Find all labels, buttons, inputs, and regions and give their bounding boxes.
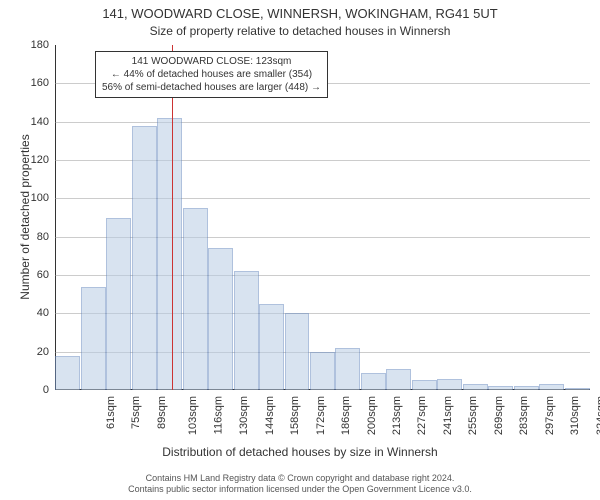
footer-line-1: Contains HM Land Registry data © Crown c… [0, 473, 600, 485]
xtick-label: 89sqm [156, 396, 168, 429]
histogram-bar [106, 218, 131, 391]
ytick-label: 120 [31, 154, 49, 166]
annotation-line-2: ← 44% of detached houses are smaller (35… [102, 68, 321, 81]
ytick-label: 20 [37, 346, 49, 358]
ytick-label: 80 [37, 231, 49, 243]
xtick-label: 227sqm [417, 396, 429, 435]
xtick-label: 269sqm [493, 396, 505, 435]
footer: Contains HM Land Registry data © Crown c… [0, 473, 600, 496]
xtick-label: 297sqm [544, 396, 556, 435]
histogram-bar [335, 348, 360, 390]
xtick-label: 158sqm [289, 396, 301, 435]
histogram-bar [412, 380, 437, 390]
histogram-bar [259, 304, 284, 390]
xtick-label: 255sqm [468, 396, 480, 435]
xtick-label: 324sqm [595, 396, 600, 435]
xtick-label: 283sqm [518, 396, 530, 435]
annotation-box: 141 WOODWARD CLOSE: 123sqm ← 44% of deta… [95, 51, 328, 98]
chart-container: 141, WOODWARD CLOSE, WINNERSH, WOKINGHAM… [0, 0, 600, 500]
histogram-bar [81, 287, 106, 391]
histogram-bar [437, 379, 462, 391]
chart-title-sub: Size of property relative to detached ho… [0, 24, 600, 38]
histogram-bar [565, 388, 590, 390]
xtick-label: 200sqm [366, 396, 378, 435]
xtick-label: 116sqm [212, 396, 224, 434]
xtick-label: 172sqm [315, 396, 327, 435]
histogram-bar [539, 384, 564, 390]
annotation-line-1: 141 WOODWARD CLOSE: 123sqm [102, 55, 321, 68]
ytick-label: 0 [43, 384, 49, 396]
ytick-label: 40 [37, 307, 49, 319]
ytick-label: 140 [31, 116, 49, 128]
histogram-bar [463, 384, 488, 390]
histogram-bar [361, 373, 386, 390]
histogram-bar [183, 208, 208, 390]
histogram-bar [208, 248, 233, 390]
ytick-label: 100 [31, 192, 49, 204]
histogram-bar [234, 271, 259, 390]
xtick-label: 103sqm [187, 396, 199, 435]
histogram-bar [285, 313, 310, 390]
grid-line [55, 122, 590, 123]
histogram-bar [310, 352, 335, 390]
histogram-bar [386, 369, 411, 390]
histogram-bar [55, 356, 80, 391]
histogram-bar [514, 386, 539, 390]
ytick-label: 60 [37, 269, 49, 281]
xtick-label: 310sqm [569, 396, 581, 435]
ytick-label: 180 [31, 39, 49, 51]
y-axis-line [55, 45, 56, 390]
ytick-label: 160 [31, 77, 49, 89]
histogram-bar [132, 126, 157, 391]
x-axis-label: Distribution of detached houses by size … [0, 445, 600, 459]
footer-line-2: Contains public sector information licen… [0, 484, 600, 496]
histogram-bar [157, 118, 182, 390]
xtick-label: 75sqm [130, 396, 142, 429]
xtick-label: 144sqm [264, 396, 276, 435]
xtick-label: 130sqm [238, 396, 250, 435]
xtick-label: 61sqm [105, 396, 117, 429]
chart-title-main: 141, WOODWARD CLOSE, WINNERSH, WOKINGHAM… [0, 6, 600, 21]
xtick-label: 186sqm [340, 396, 352, 435]
xtick-label: 213sqm [391, 396, 403, 435]
xtick-label: 241sqm [442, 396, 454, 435]
annotation-line-3: 56% of semi-detached houses are larger (… [102, 81, 321, 94]
histogram-bar [488, 386, 513, 390]
